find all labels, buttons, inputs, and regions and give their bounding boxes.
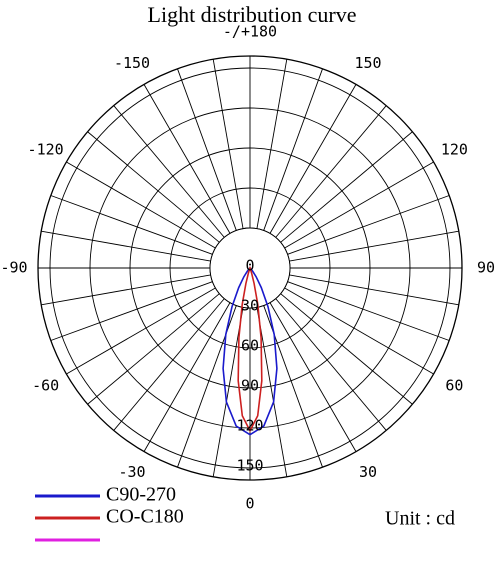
spoke [177, 68, 237, 231]
r-tick-label: 120 [236, 417, 263, 435]
inner-ring [209, 227, 291, 309]
spoke [212, 59, 244, 229]
theta-tick-label: -120 [28, 141, 64, 159]
spoke [256, 307, 288, 477]
theta-tick-label: -30 [118, 463, 145, 481]
spoke [41, 230, 211, 262]
spoke [280, 131, 413, 243]
spoke [87, 293, 220, 405]
theta-tick-label: 60 [445, 377, 463, 395]
spoke [256, 59, 288, 229]
spoke [284, 161, 434, 249]
theta-tick-label: 120 [441, 141, 468, 159]
curve [237, 265, 263, 433]
r-tick-label: 0 [245, 257, 254, 275]
spoke [263, 68, 323, 231]
spoke [287, 281, 450, 341]
grid-ring [169, 187, 331, 349]
r-tick-label: 30 [241, 297, 259, 315]
spoke [41, 274, 211, 306]
curve [222, 266, 278, 436]
theta-tick-label: -90 [0, 259, 27, 277]
spoke [143, 84, 231, 234]
theta-tick-label: 30 [359, 463, 377, 481]
theta-tick-label: 90 [477, 259, 495, 277]
spoke [66, 287, 216, 375]
grid-ring [89, 107, 411, 429]
spoke [50, 195, 213, 255]
grid-ring [49, 67, 451, 469]
spoke [212, 307, 244, 477]
annotation: Unit : cd [385, 508, 455, 530]
spoke [269, 302, 357, 452]
theta-tick-label: -150 [114, 54, 150, 72]
r-tick-label: 60 [241, 337, 259, 355]
spoke [289, 274, 459, 306]
spoke [284, 287, 434, 375]
grid-ring [129, 147, 371, 389]
spoke [280, 293, 413, 405]
spoke [143, 302, 231, 452]
chart-title: Light distribution curve [148, 2, 357, 27]
spoke [289, 230, 459, 262]
theta-tick-label: -60 [32, 377, 59, 395]
legend-label: C90-270 [106, 484, 176, 506]
r-tick-label: 150 [236, 457, 263, 475]
spoke [50, 281, 213, 341]
spoke [275, 105, 387, 238]
spoke [87, 131, 220, 243]
r-tick-label: 90 [241, 377, 259, 395]
spoke [275, 298, 387, 431]
spoke [113, 298, 225, 431]
legend-label: CO-C180 [106, 506, 184, 528]
theta-tick-label: 150 [354, 54, 381, 72]
spoke [113, 105, 225, 238]
theta-tick-label: -/+180 [223, 23, 277, 41]
spoke [287, 195, 450, 255]
spoke [269, 84, 357, 234]
theta-tick-label: 0 [245, 495, 254, 513]
spoke [66, 161, 216, 249]
